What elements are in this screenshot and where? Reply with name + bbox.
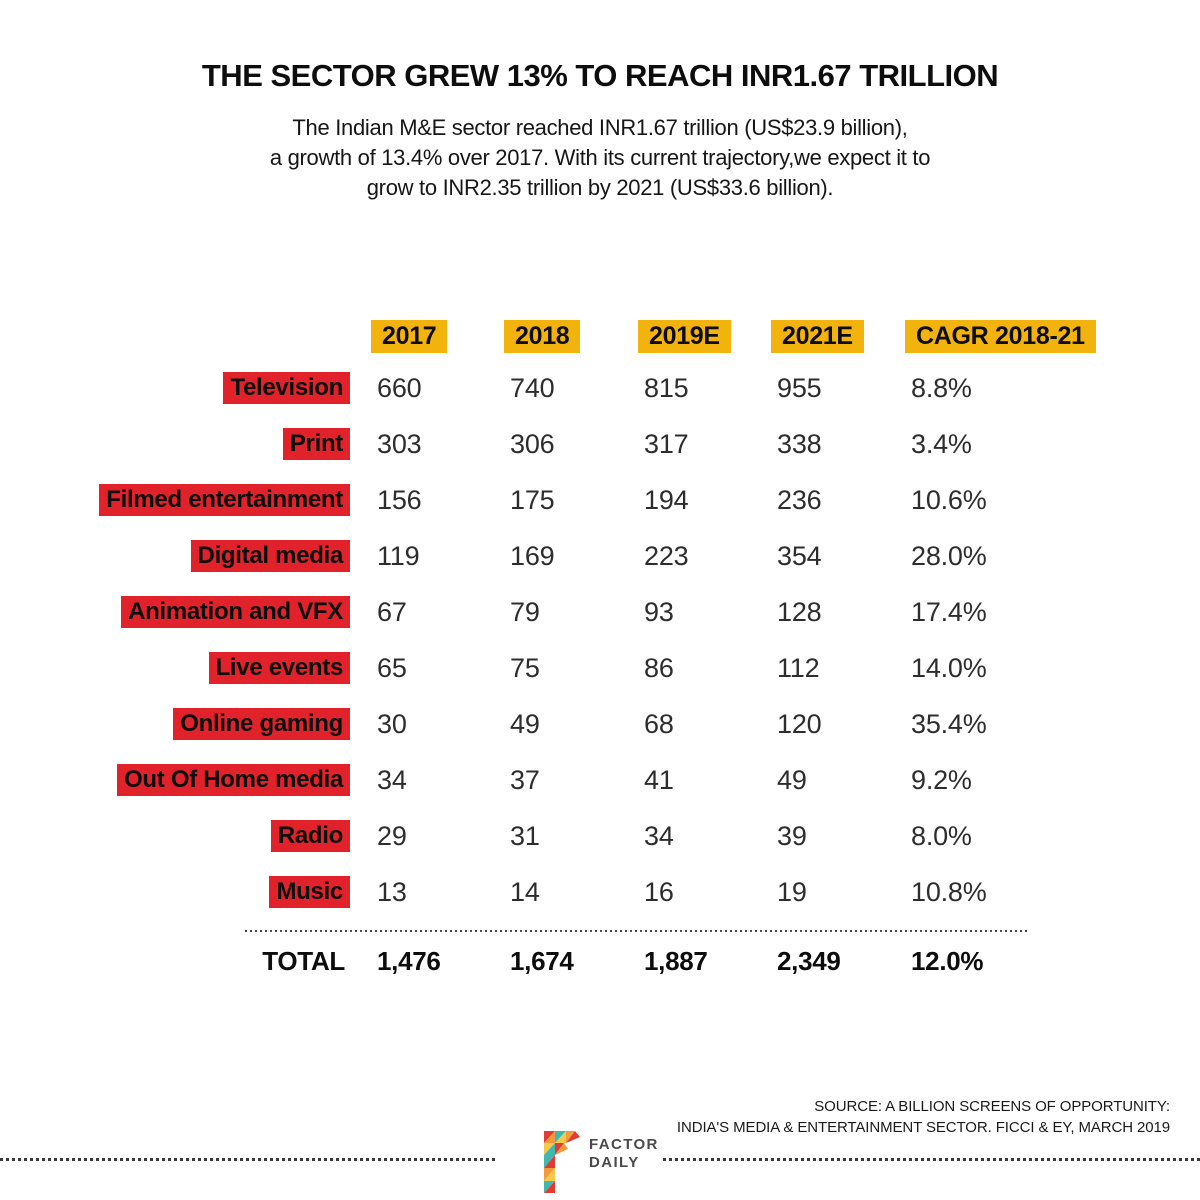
cell-value-2018: 169 xyxy=(510,540,555,571)
cell-value-2017: 660 xyxy=(377,372,422,403)
cell-value-cagr: 8.0% xyxy=(911,820,972,851)
row-label: Live events xyxy=(208,652,350,684)
cell-value-2017: 29 xyxy=(377,820,407,851)
cell-value-2021e: 49 xyxy=(777,764,807,795)
table-body: Television 660 740 815 955 8.8% Print 30… xyxy=(0,360,1100,920)
factordaily-logo-text: FACTOR DAILY xyxy=(589,1136,659,1172)
cell-value-2021e: 39 xyxy=(777,820,807,851)
cell-value-cagr: 9.2% xyxy=(911,764,972,795)
total-value-2021e: 2,349 xyxy=(777,945,841,976)
cell-value-2019e: 317 xyxy=(644,428,689,459)
cell-value-2018: 31 xyxy=(510,820,540,851)
cell-value-2021e: 955 xyxy=(777,372,822,403)
cell-value-cagr: 8.8% xyxy=(911,372,972,403)
cell-value-2017: 156 xyxy=(377,484,422,515)
row-label: Online gaming xyxy=(173,708,350,740)
cell-value-2018: 79 xyxy=(510,596,540,627)
cell-value-2021e: 120 xyxy=(777,708,822,739)
factordaily-logo: FACTOR DAILY xyxy=(544,1131,659,1198)
cell-value-2021e: 354 xyxy=(777,540,822,571)
cell-value-2019e: 41 xyxy=(644,764,674,795)
cell-value-2017: 13 xyxy=(377,876,407,907)
row-label: Radio xyxy=(270,820,350,852)
factordaily-logo-icon xyxy=(544,1131,580,1198)
table-row: Online gaming 30 49 68 120 35.4% xyxy=(0,696,1100,752)
cell-value-2018: 740 xyxy=(510,372,555,403)
cell-value-2018: 306 xyxy=(510,428,555,459)
page-subtitle: The Indian M&E sector reached INR1.67 tr… xyxy=(269,115,931,200)
cell-value-2019e: 223 xyxy=(644,540,689,571)
cell-value-2017: 65 xyxy=(377,652,407,683)
cell-value-2019e: 93 xyxy=(644,596,674,627)
cell-value-2019e: 86 xyxy=(644,652,674,683)
table-row: Animation and VFX 67 79 93 128 17.4% xyxy=(0,584,1100,640)
page-title: THE SECTOR GREW 13% TO REACH INR1.67 TRI… xyxy=(201,58,999,93)
cell-value-cagr: 17.4% xyxy=(911,596,987,627)
cell-value-2019e: 16 xyxy=(644,876,674,907)
cell-value-cagr: 28.0% xyxy=(911,540,987,571)
row-label: Print xyxy=(282,428,350,460)
cell-value-2019e: 194 xyxy=(644,484,689,515)
logo-word-factor: FACTOR xyxy=(589,1136,659,1153)
column-header-2018: 2018 xyxy=(504,319,581,353)
cell-value-2021e: 19 xyxy=(777,876,807,907)
dotted-separator xyxy=(245,930,1030,932)
table-row: Digital media 119 169 223 354 28.0% xyxy=(0,528,1100,584)
column-header-2017: 2017 xyxy=(371,319,448,353)
table-total-row: TOTAL 1,476 1,674 1,887 2,349 12.0% xyxy=(0,932,1100,990)
cell-value-2021e: 236 xyxy=(777,484,822,515)
cell-value-cagr: 10.8% xyxy=(911,876,987,907)
row-label: Digital media xyxy=(190,540,350,572)
cell-value-2017: 30 xyxy=(377,708,407,739)
total-value-2019e: 1,887 xyxy=(644,945,708,976)
table-row: Out Of Home media 34 37 41 49 9.2% xyxy=(0,752,1100,808)
cell-value-2017: 119 xyxy=(377,540,420,571)
cell-value-2019e: 34 xyxy=(644,820,674,851)
row-label: Music xyxy=(269,876,350,908)
cell-value-2018: 175 xyxy=(510,484,555,515)
cell-value-2019e: 815 xyxy=(644,372,689,403)
table-row: Music 13 14 16 19 10.8% xyxy=(0,864,1100,920)
column-header-2021e: 2021E xyxy=(771,319,864,353)
row-label: Filmed entertainment xyxy=(99,484,350,516)
cell-value-cagr: 3.4% xyxy=(911,428,972,459)
table-header-row: 2017 2018 2019E 2021E CAGR 2018-21 xyxy=(0,312,1100,360)
cell-value-2018: 14 xyxy=(510,876,540,907)
column-header-cagr: CAGR 2018-21 xyxy=(905,319,1096,353)
table-row: Radio 29 31 34 39 8.0% xyxy=(0,808,1100,864)
cell-value-2019e: 68 xyxy=(644,708,674,739)
cell-value-2021e: 338 xyxy=(777,428,822,459)
row-label: Television xyxy=(223,372,350,404)
cell-value-2021e: 112 xyxy=(777,652,820,683)
cell-value-2021e: 128 xyxy=(777,596,822,627)
table-row: Live events 65 75 86 112 14.0% xyxy=(0,640,1100,696)
total-label: TOTAL xyxy=(262,945,345,976)
cell-value-2018: 37 xyxy=(510,764,540,795)
total-value-2018: 1,674 xyxy=(510,945,574,976)
cell-value-2017: 67 xyxy=(377,596,407,627)
cell-value-cagr: 35.4% xyxy=(911,708,987,739)
column-header-2019e: 2019E xyxy=(638,319,731,353)
cell-value-2017: 303 xyxy=(377,428,422,459)
total-value-2017: 1,476 xyxy=(377,945,441,976)
table-row: Print 303 306 317 338 3.4% xyxy=(0,416,1100,472)
row-label: Animation and VFX xyxy=(121,596,350,628)
footer-divider-left xyxy=(0,1158,497,1161)
cell-value-cagr: 14.0% xyxy=(911,652,987,683)
logo-word-daily: DAILY xyxy=(589,1154,640,1171)
table-row: Filmed entertainment 156 175 194 236 10.… xyxy=(0,472,1100,528)
table-row: Television 660 740 815 955 8.8% xyxy=(0,360,1100,416)
cell-value-cagr: 10.6% xyxy=(911,484,987,515)
cell-value-2018: 49 xyxy=(510,708,540,739)
footer-divider-right xyxy=(663,1158,1200,1161)
cell-value-2018: 75 xyxy=(510,652,540,683)
total-value-cagr: 12.0% xyxy=(911,945,984,976)
row-label: Out Of Home media xyxy=(117,764,350,796)
sector-table: 2017 2018 2019E 2021E CAGR 2018-21 Telev… xyxy=(0,312,1100,990)
source-attribution: SOURCE: A BILLION SCREENS OF OPPORTUNITY… xyxy=(676,1098,1170,1136)
cell-value-2017: 34 xyxy=(377,764,407,795)
